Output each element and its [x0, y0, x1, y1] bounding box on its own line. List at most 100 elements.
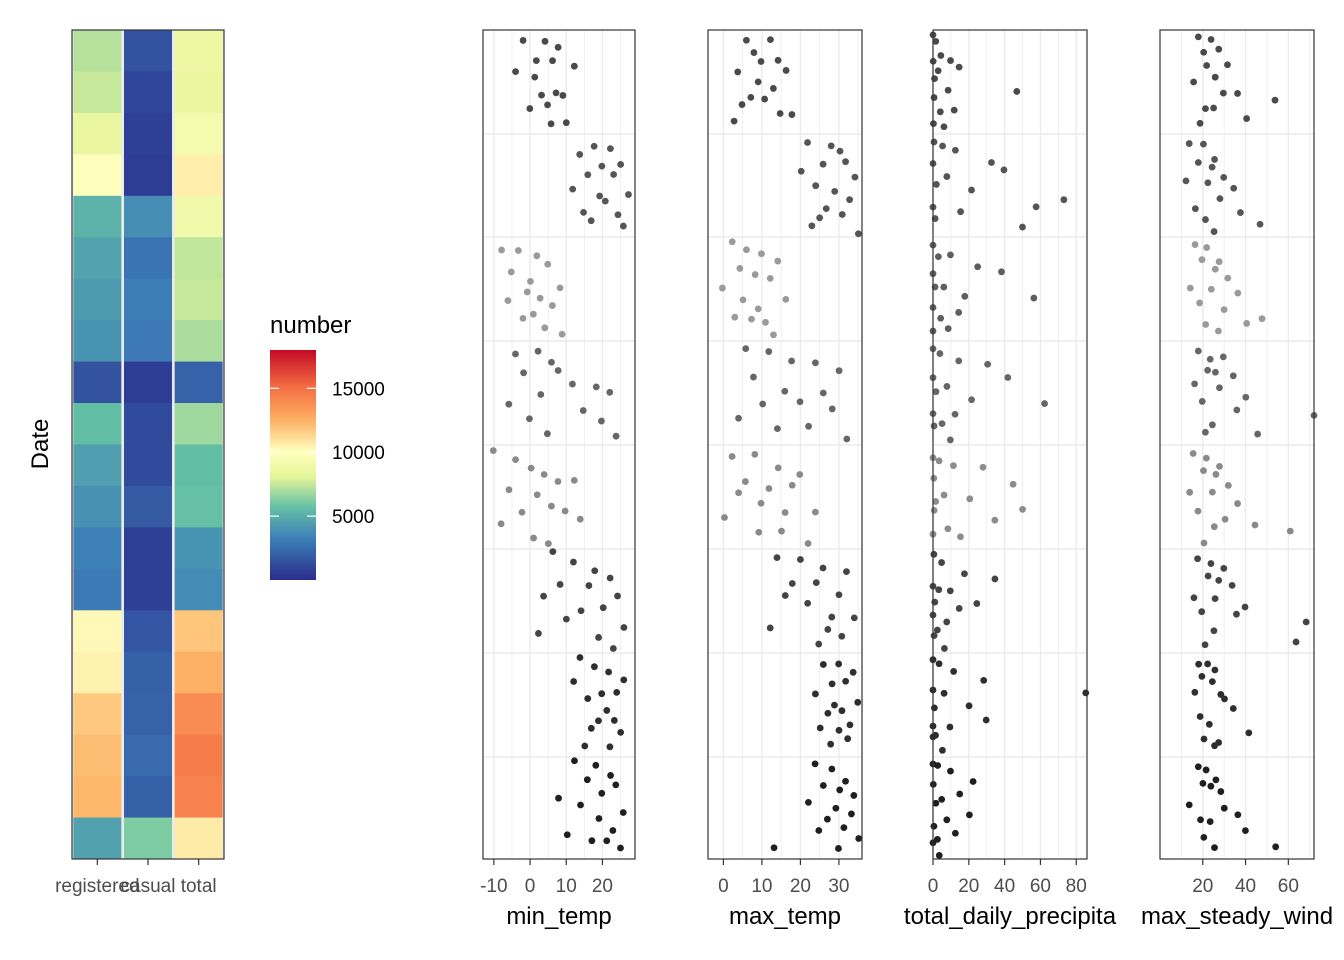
data-point — [748, 315, 755, 323]
data-point — [1207, 36, 1215, 43]
data-point — [827, 142, 835, 150]
data-point — [1215, 258, 1223, 266]
data-point — [1208, 163, 1216, 171]
data-point — [1272, 843, 1280, 851]
data-point — [1194, 555, 1202, 563]
heatmap-cell — [174, 485, 223, 528]
data-point — [577, 607, 585, 615]
data-point — [1215, 45, 1223, 53]
data-point — [1234, 500, 1241, 507]
x-tick-label: 20 — [592, 876, 613, 897]
heatmap-cell — [73, 320, 122, 363]
data-point — [505, 486, 513, 494]
heatmap-cell — [174, 610, 223, 653]
scatter-panel-max-temp: 0 10 20 30 max_temp — [707, 29, 863, 930]
data-point — [1195, 660, 1203, 668]
data-point — [940, 491, 948, 499]
data-point — [828, 765, 836, 773]
data-point — [544, 101, 551, 109]
data-point — [743, 246, 750, 254]
data-point — [943, 173, 951, 180]
data-point — [1200, 48, 1208, 56]
data-point — [570, 62, 578, 70]
data-point — [1194, 33, 1202, 41]
data-point — [836, 147, 844, 155]
heatmap-cell — [174, 71, 223, 114]
data-point — [957, 208, 964, 216]
data-point — [842, 677, 850, 685]
data-point — [610, 171, 618, 178]
data-point — [555, 794, 562, 802]
data-point — [943, 383, 951, 390]
heatmap-cell — [73, 237, 122, 280]
data-point — [526, 415, 533, 423]
heatmap-cell — [73, 112, 122, 155]
data-point — [505, 400, 513, 408]
data-point — [734, 68, 742, 76]
data-point — [930, 550, 938, 558]
data-point — [961, 570, 968, 578]
data-point — [842, 158, 849, 166]
data-point — [614, 592, 621, 600]
data-point — [583, 776, 591, 784]
data-point — [1202, 105, 1209, 113]
data-point — [1200, 834, 1208, 841]
data-point — [1194, 763, 1202, 771]
data-point — [819, 564, 827, 572]
data-point — [1216, 384, 1223, 392]
data-point — [961, 292, 969, 300]
heatmap-cell — [124, 320, 172, 363]
heatmap-cell — [174, 237, 223, 280]
data-point — [944, 325, 952, 333]
heatmap-cell — [174, 444, 223, 487]
data-point — [1208, 488, 1216, 496]
heatmap-cell — [174, 320, 223, 363]
x-tick-label: 20 — [790, 876, 811, 897]
data-point — [607, 772, 614, 779]
heatmap-cell — [174, 112, 223, 155]
data-point — [930, 632, 938, 639]
data-point — [974, 263, 982, 271]
x-tick-label: 60 — [1030, 876, 1051, 897]
data-point — [980, 676, 988, 684]
data-point — [563, 831, 571, 839]
data-point — [835, 591, 843, 599]
data-point — [1201, 428, 1209, 436]
data-point — [1237, 209, 1244, 216]
data-point — [584, 695, 592, 702]
data-point — [812, 579, 820, 587]
data-point — [569, 380, 576, 388]
data-point — [940, 645, 948, 652]
data-point — [1191, 688, 1199, 696]
data-point — [1082, 689, 1090, 697]
data-point — [613, 688, 621, 696]
data-point — [527, 464, 535, 472]
color-legend: number 5000 10000 15000 — [270, 312, 385, 580]
data-point — [607, 145, 614, 153]
data-point — [1204, 660, 1212, 668]
data-point — [562, 615, 570, 623]
legend-ticks: 5000 10000 15000 — [270, 379, 385, 528]
heatmap-cell — [124, 734, 172, 777]
data-point — [1211, 666, 1219, 674]
data-point — [1230, 184, 1238, 192]
data-point — [955, 357, 963, 365]
data-point — [1217, 788, 1225, 795]
data-point — [571, 757, 578, 765]
heatmap-cell — [73, 195, 122, 238]
data-point — [1215, 739, 1223, 746]
data-point — [1200, 140, 1207, 148]
data-point — [556, 284, 564, 292]
data-point — [828, 613, 836, 621]
data-point — [1245, 729, 1253, 737]
data-point — [835, 726, 843, 734]
data-point — [1202, 766, 1210, 774]
data-point — [848, 810, 855, 818]
data-point — [1000, 166, 1008, 174]
data-point — [754, 305, 762, 313]
data-point — [966, 495, 974, 503]
data-point — [968, 396, 975, 404]
data-point — [730, 117, 738, 125]
data-point — [1210, 228, 1218, 235]
data-point — [750, 49, 758, 56]
